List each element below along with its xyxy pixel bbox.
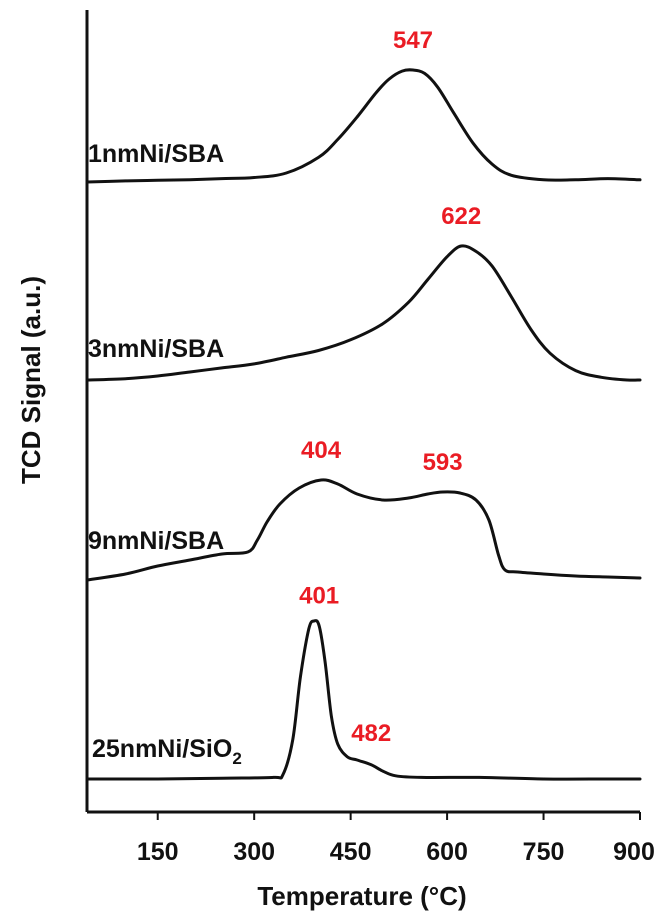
x-ticks: 150 300 450 600 750 900 [137, 812, 655, 866]
series-layer: 1nmNi/SBA 547 3nmNi/SBA 622 9nmNi/SBA 404 593 2… [85, 27, 642, 781]
peak-temperature-label: 593 [423, 449, 463, 476]
series-name-label: 3nmNi/SBA [88, 335, 224, 363]
x-tick-label: 750 [523, 838, 565, 866]
peak-temperature-label: 404 [301, 437, 342, 464]
peak-temperature-label: 401 [299, 583, 339, 610]
x-tick-label: 150 [137, 838, 179, 866]
series-line [85, 619, 642, 781]
peak-temperature-label: 547 [393, 27, 433, 54]
series-1: 1nmNi/SBA 547 [85, 27, 642, 184]
y-axis-label: TCD Signal (a.u.) [16, 276, 46, 484]
x-tick-label: 450 [330, 838, 372, 866]
series-name-label: 1nmNi/SBA [88, 140, 224, 168]
x-tick-label: 300 [233, 838, 275, 866]
axes: 150 300 450 600 750 900 Temperature (°C) TCD … [16, 10, 655, 911]
series-line [85, 68, 642, 184]
x-axis-label: Temperature (°C) [257, 881, 466, 911]
x-tick-label: 600 [426, 838, 468, 866]
series-name-label: 25nmNi/SiO2 [92, 735, 242, 768]
peak-temperature-label: 482 [351, 720, 391, 747]
series-4: 25nmNi/SiO2 401 482 [85, 583, 642, 781]
series-line [85, 478, 642, 582]
peak-temperature-label: 622 [441, 203, 481, 230]
series-2: 3nmNi/SBA 622 [85, 203, 642, 382]
series-name-label: 9nmNi/SBA [88, 527, 224, 555]
series-3: 9nmNi/SBA 404 593 [85, 437, 642, 582]
x-tick-label: 900 [613, 838, 655, 866]
series-line [85, 244, 642, 382]
